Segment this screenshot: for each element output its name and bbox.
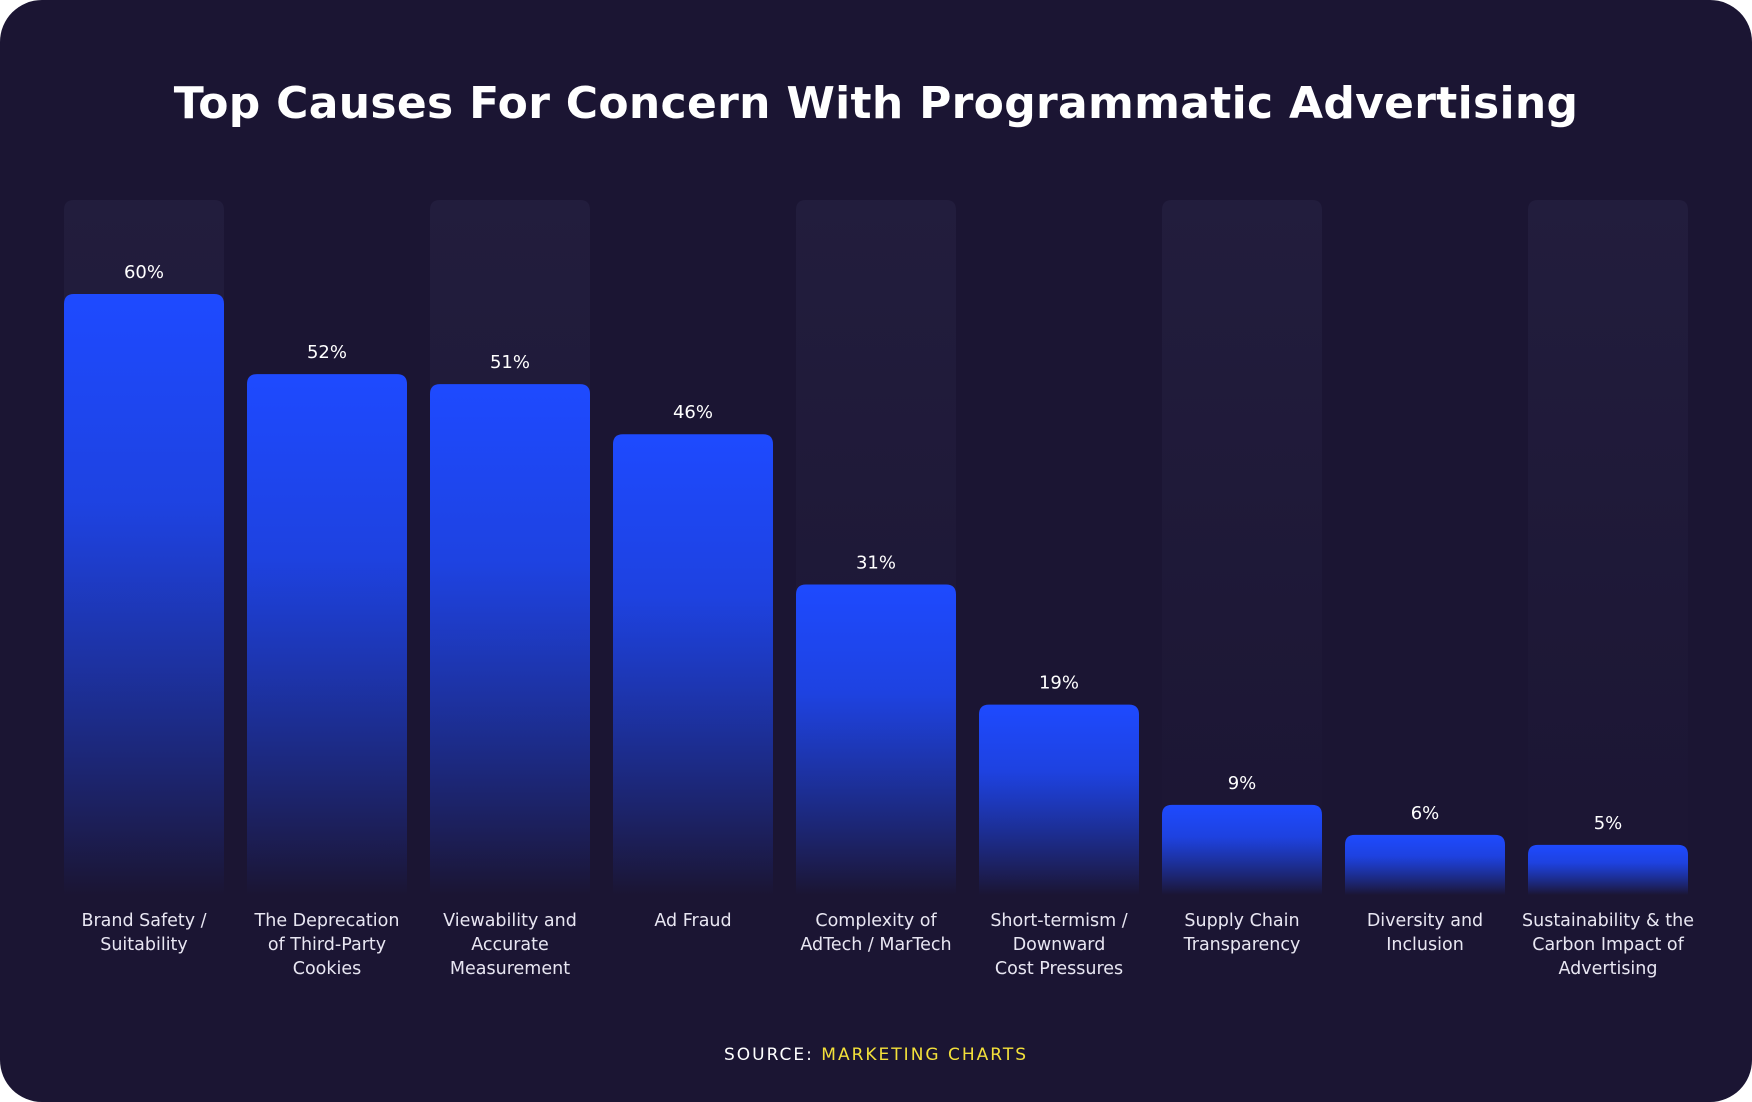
category-label-line: Sustainability & the (1522, 911, 1694, 931)
category-label: Viewability and Accurate Measurement (443, 911, 577, 979)
source-prefix: SOURCE: (723, 1045, 814, 1065)
bar-value-label: 51% (490, 352, 530, 373)
bar-value-label: 5% (1594, 813, 1623, 834)
bar[interactable] (64, 294, 224, 895)
source-line: SOURCE: MARKETING CHARTS (0, 1045, 1752, 1065)
category-label-line: AdTech / MarTech (800, 935, 951, 955)
category-label: Ad Fraud (654, 911, 731, 931)
bar[interactable] (1162, 804, 1322, 895)
category-label-line: Diversity and (1367, 911, 1483, 931)
bar[interactable] (613, 434, 773, 895)
value-labels-group: 60% 52% 51% 46% 31% 19% 9% 6% 5% (124, 262, 1622, 834)
bar[interactable] (796, 584, 956, 895)
category-label-line: Complexity of (815, 911, 937, 931)
category-label-line: Transparency (1183, 935, 1301, 955)
category-label: Sustainability & the Carbon Impact of Adve… (1522, 911, 1694, 979)
category-label: Complexity of AdTech / MarTech (800, 911, 951, 955)
category-label: Brand Safety / Suitability (81, 911, 206, 955)
bar-value-label: 46% (673, 402, 713, 423)
category-label-line: Measurement (450, 959, 570, 979)
category-label: Diversity and Inclusion (1367, 911, 1483, 955)
bar-value-label: 6% (1411, 803, 1440, 824)
bar[interactable] (979, 704, 1139, 895)
category-label: Short-termism / Downward Cost Pressures (990, 911, 1127, 979)
category-label: Supply Chain Transparency (1183, 911, 1301, 955)
bar-value-label: 19% (1039, 673, 1079, 694)
background-track (1528, 200, 1688, 895)
category-label-line: Accurate (471, 935, 549, 955)
category-label-line: Cost Pressures (995, 959, 1123, 979)
bar[interactable] (430, 384, 590, 895)
category-labels-group: Brand Safety / Suitability The Deprecation… (81, 911, 1694, 979)
bar-value-label: 31% (856, 552, 896, 573)
bar-value-label: 9% (1228, 773, 1257, 794)
chart-title: Top Causes For Concern With Programmatic… (173, 78, 1579, 129)
bar[interactable] (1345, 834, 1505, 895)
category-label-line: Carbon Impact of (1532, 935, 1684, 955)
bar-value-label: 60% (124, 262, 164, 283)
category-label-line: Ad Fraud (654, 911, 731, 931)
category-label-line: Suitability (100, 935, 188, 955)
category-label-line: Inclusion (1386, 935, 1464, 955)
category-label-line: Short-termism / (990, 911, 1127, 931)
category-label: The Deprecation of Third-Party Cookies (254, 911, 400, 979)
category-label-line: Supply Chain (1184, 911, 1299, 931)
bars-group (64, 294, 1688, 896)
category-label-line: Viewability and (443, 911, 577, 931)
category-label-line: Cookies (293, 959, 362, 979)
category-label-line: Downward (1013, 935, 1106, 955)
bar-value-label: 52% (307, 342, 347, 363)
source-name[interactable]: MARKETING CHARTS (821, 1045, 1029, 1065)
category-label-line: The Deprecation (254, 911, 400, 931)
background-track (1162, 200, 1322, 895)
category-label-line: of Third-Party (268, 935, 386, 955)
bar[interactable] (1528, 844, 1688, 895)
bar[interactable] (247, 374, 407, 896)
category-label-line: Advertising (1559, 959, 1658, 979)
category-label-line: Brand Safety / (81, 911, 206, 931)
